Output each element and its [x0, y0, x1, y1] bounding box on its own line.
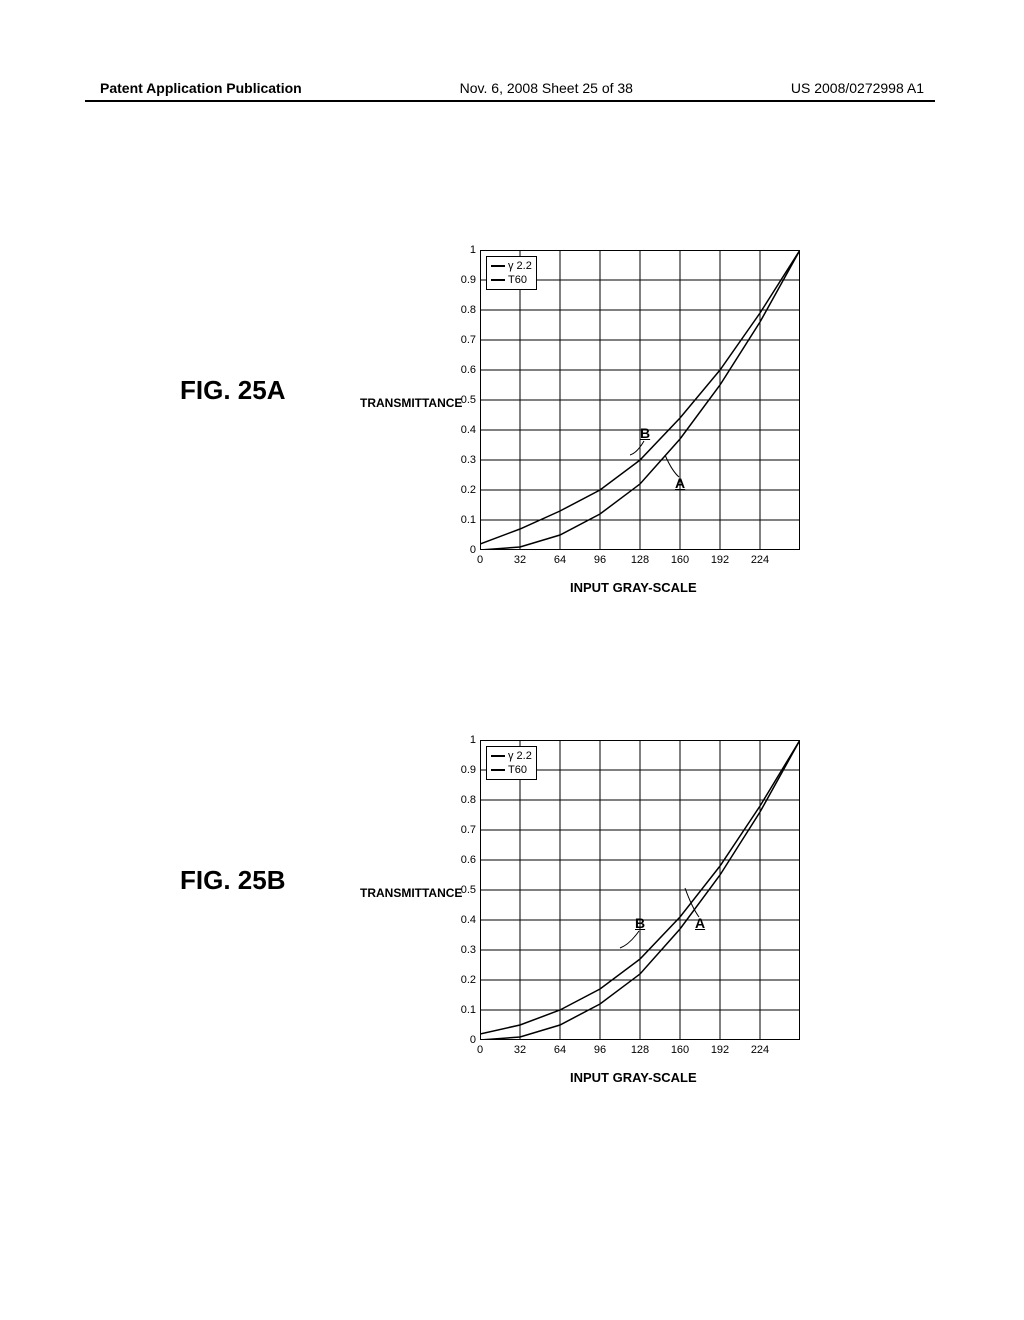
- chart-a-container: 00.10.20.30.40.50.60.70.80.9103264961281…: [480, 250, 800, 550]
- header-pub-number: US 2008/0272998 A1: [791, 80, 924, 96]
- y-tick-a: 0.7: [452, 334, 476, 346]
- figure-label-b: FIG. 25B: [180, 865, 285, 896]
- x-tick-b: 0: [468, 1044, 492, 1056]
- legend-swatch-icon: [491, 279, 505, 281]
- page-header: Patent Application Publication Nov. 6, 2…: [0, 80, 1024, 96]
- x-tick-b: 160: [668, 1044, 692, 1056]
- legend-a: γ 2.2T60: [486, 256, 537, 290]
- y-tick-b: 0.6: [452, 854, 476, 866]
- y-tick-b: 0.2: [452, 974, 476, 986]
- y-tick-b: 0.1: [452, 1004, 476, 1016]
- y-tick-a: 0.3: [452, 454, 476, 466]
- x-tick-b: 96: [588, 1044, 612, 1056]
- legend-label: T60: [508, 763, 527, 777]
- curve-annotation-A-a: A: [675, 475, 685, 491]
- x-tick-a: 192: [708, 554, 732, 566]
- curve-annotation-B-a: B: [640, 425, 650, 441]
- y-tick-a: 0.2: [452, 484, 476, 496]
- legend-label: γ 2.2: [508, 749, 532, 763]
- legend-label: γ 2.2: [508, 259, 532, 273]
- y-tick-a: 0.8: [452, 304, 476, 316]
- x-tick-b: 192: [708, 1044, 732, 1056]
- x-tick-a: 128: [628, 554, 652, 566]
- curve-annotation-A-b: A: [695, 915, 705, 931]
- y-tick-b: 0.3: [452, 944, 476, 956]
- legend-b: γ 2.2T60: [486, 746, 537, 780]
- legend-swatch-icon: [491, 265, 505, 267]
- x-tick-a: 32: [508, 554, 532, 566]
- y-tick-a: 0.4: [452, 424, 476, 436]
- y-tick-b: 0.8: [452, 794, 476, 806]
- chart-svg-a: [480, 250, 800, 550]
- y-tick-a: 0.5: [452, 394, 476, 406]
- legend-swatch-icon: [491, 755, 505, 757]
- header-date-sheet: Nov. 6, 2008 Sheet 25 of 38: [460, 80, 633, 96]
- y-tick-a: 1: [452, 244, 476, 256]
- legend-item-a: γ 2.2: [491, 259, 532, 273]
- header-pub-type: Patent Application Publication: [100, 80, 302, 96]
- x-axis-label-b: INPUT GRAY-SCALE: [570, 1070, 697, 1085]
- y-tick-b: 1: [452, 734, 476, 746]
- x-axis-label-a: INPUT GRAY-SCALE: [570, 580, 697, 595]
- legend-swatch-icon: [491, 769, 505, 771]
- x-tick-b: 32: [508, 1044, 532, 1056]
- x-tick-b: 64: [548, 1044, 572, 1056]
- x-tick-a: 160: [668, 554, 692, 566]
- legend-label: T60: [508, 273, 527, 287]
- legend-item-a: T60: [491, 273, 532, 287]
- curve-annotation-B-b: B: [635, 915, 645, 931]
- x-tick-a: 0: [468, 554, 492, 566]
- x-tick-a: 64: [548, 554, 572, 566]
- x-tick-b: 224: [748, 1044, 772, 1056]
- legend-item-b: γ 2.2: [491, 749, 532, 763]
- y-tick-b: 0.7: [452, 824, 476, 836]
- header-divider: [85, 100, 935, 102]
- y-tick-b: 0.4: [452, 914, 476, 926]
- chart-svg-b: [480, 740, 800, 1040]
- y-tick-a: 0.6: [452, 364, 476, 376]
- chart-b-container: 00.10.20.30.40.50.60.70.80.9103264961281…: [480, 740, 800, 1040]
- y-tick-b: 0.9: [452, 764, 476, 776]
- x-tick-a: 224: [748, 554, 772, 566]
- y-tick-a: 0.9: [452, 274, 476, 286]
- y-axis-label-a: TRANSMITTANCE: [360, 396, 462, 410]
- x-tick-b: 128: [628, 1044, 652, 1056]
- figure-label-a: FIG. 25A: [180, 375, 285, 406]
- x-tick-a: 96: [588, 554, 612, 566]
- y-axis-label-b: TRANSMITTANCE: [360, 886, 462, 900]
- y-tick-b: 0.5: [452, 884, 476, 896]
- legend-item-b: T60: [491, 763, 532, 777]
- y-tick-a: 0.1: [452, 514, 476, 526]
